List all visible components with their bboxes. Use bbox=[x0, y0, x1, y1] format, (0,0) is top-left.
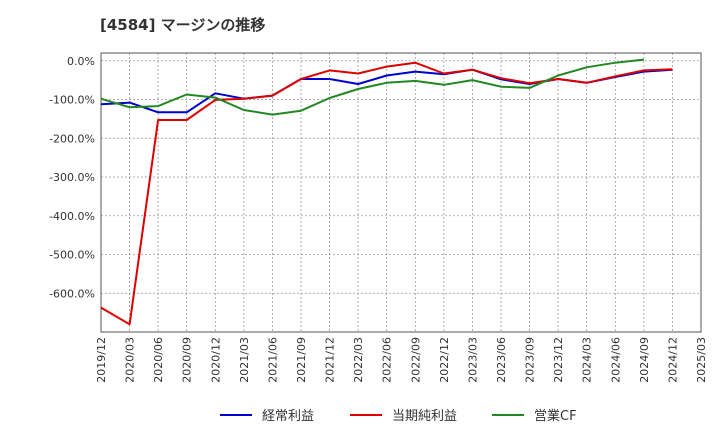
y-tick-label: -200.0% bbox=[49, 132, 95, 145]
y-tick-label: -300.0% bbox=[49, 171, 95, 184]
y-tick-label: -100.0% bbox=[49, 94, 95, 107]
chart-title: [4584] マージンの推移 bbox=[100, 16, 266, 34]
x-tick-label: 2023/09 bbox=[524, 337, 537, 383]
legend-label: 営業CF bbox=[534, 408, 577, 424]
x-tick-label: 2023/12 bbox=[552, 337, 565, 383]
x-tick-label: 2020/12 bbox=[209, 337, 222, 383]
legend-label: 経常利益 bbox=[262, 409, 314, 424]
x-tick-label: 2022/09 bbox=[409, 337, 422, 383]
x-tick-label: 2024/06 bbox=[609, 337, 622, 383]
legend-label: 当期純利益 bbox=[392, 409, 457, 424]
x-tick-label: 2019/12 bbox=[95, 337, 108, 383]
x-tick-label: 2024/09 bbox=[638, 337, 651, 383]
series-line bbox=[100, 58, 645, 116]
y-tick-label: -500.0% bbox=[49, 249, 95, 262]
x-tick-label: 2021/09 bbox=[295, 337, 308, 383]
x-tick-label: 2023/06 bbox=[495, 337, 508, 383]
x-tick-label: 2025/03 bbox=[695, 337, 708, 383]
plot-frame bbox=[100, 52, 702, 333]
y-axis-ticks: 0.0% -100.0% -200.0% -300.0% -400.0% -500.0% -… bbox=[49, 55, 95, 301]
x-axis-ticks: 2019/12 2020/03 2020/06 2020/09 2020/12 2021/… bbox=[95, 337, 708, 383]
x-tick-label: 2022/12 bbox=[438, 337, 451, 383]
x-tick-label: 2022/03 bbox=[352, 337, 365, 383]
x-tick-label: 2024/03 bbox=[581, 337, 594, 383]
x-tick-label: 2020/09 bbox=[181, 337, 194, 383]
x-tick-label: 2021/03 bbox=[238, 337, 251, 383]
x-tick-label: 2024/12 bbox=[666, 337, 679, 383]
x-tick-label: 2020/03 bbox=[124, 337, 137, 383]
x-tick-label: 2021/12 bbox=[324, 337, 337, 383]
y-tick-label: -600.0% bbox=[49, 287, 95, 300]
x-tick-label: 2023/03 bbox=[466, 337, 479, 383]
series-lines bbox=[100, 58, 673, 326]
series-line bbox=[100, 61, 673, 326]
x-tick-label: 2020/06 bbox=[152, 337, 165, 383]
legend: 経常利益 当期純利益 営業CF bbox=[220, 408, 577, 424]
x-tick-label: 2021/06 bbox=[266, 337, 279, 383]
y-tick-label: -400.0% bbox=[49, 210, 95, 223]
y-tick-label: 0.0% bbox=[67, 55, 95, 68]
x-tick-label: 2022/06 bbox=[381, 337, 394, 383]
grid bbox=[100, 53, 702, 332]
